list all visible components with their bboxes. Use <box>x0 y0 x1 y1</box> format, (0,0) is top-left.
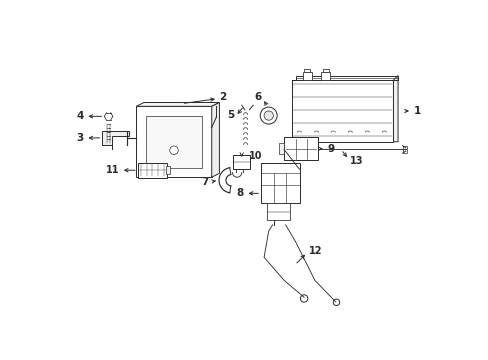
Circle shape <box>169 146 178 154</box>
Text: 9: 9 <box>326 144 334 154</box>
Text: 10: 10 <box>248 150 262 161</box>
Text: 2: 2 <box>219 92 226 102</box>
Bar <box>233 155 250 169</box>
Text: 12: 12 <box>308 246 322 256</box>
Bar <box>291 80 393 142</box>
Circle shape <box>264 111 273 120</box>
Bar <box>279 143 284 154</box>
Circle shape <box>332 299 339 306</box>
Circle shape <box>300 295 307 302</box>
Polygon shape <box>296 76 397 80</box>
Bar <box>261 163 299 203</box>
Text: 6: 6 <box>254 92 261 102</box>
Text: 3: 3 <box>77 133 84 143</box>
Text: 1: 1 <box>413 106 420 116</box>
Text: 7: 7 <box>201 177 208 187</box>
Text: 8: 8 <box>236 188 244 198</box>
Bar <box>304 69 310 72</box>
Text: 11: 11 <box>105 165 119 175</box>
Bar <box>321 72 329 80</box>
Polygon shape <box>136 103 219 106</box>
Bar <box>145 116 202 168</box>
Bar <box>138 163 167 178</box>
Text: 5: 5 <box>226 110 234 120</box>
Circle shape <box>260 107 277 124</box>
Bar <box>266 203 290 220</box>
Polygon shape <box>393 76 397 142</box>
Polygon shape <box>102 131 128 145</box>
Bar <box>165 166 170 174</box>
Bar <box>322 69 328 72</box>
Bar <box>136 106 211 177</box>
Bar <box>402 147 407 153</box>
Polygon shape <box>211 103 219 177</box>
Bar <box>302 72 311 80</box>
Bar <box>284 137 317 160</box>
Text: 13: 13 <box>349 156 363 166</box>
Text: 4: 4 <box>77 111 84 121</box>
